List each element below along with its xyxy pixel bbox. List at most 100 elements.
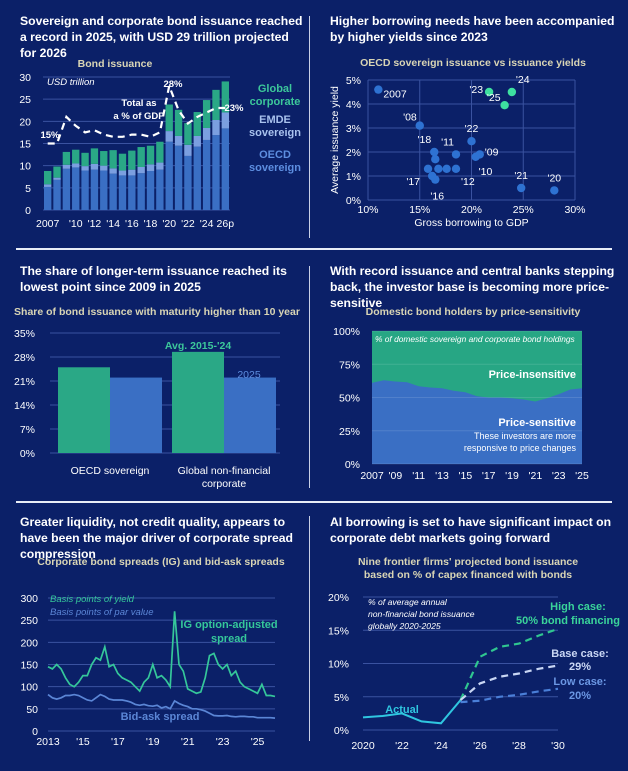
bar-global-corporate — [193, 112, 201, 136]
bar-oecd-sovereign — [72, 167, 80, 210]
point-label: '18 — [418, 134, 432, 146]
y-tick-label: 150 — [20, 660, 38, 672]
ai-borrowing-line-chart: 0% 5% 10% 15% 20% 2020 '22 '24 '26 '28 '30 % of ave… — [328, 592, 620, 752]
panel-issuance-yields: Higher borrowing needs have been accompa… — [318, 0, 628, 245]
y-tick-label: 0% — [334, 725, 349, 737]
line-bid-ask-spread — [47, 693, 276, 719]
line-base-case — [459, 664, 559, 701]
legend-label: OECD — [259, 149, 291, 161]
series-label: Base case: — [551, 648, 609, 660]
bar-oecd-sovereign — [128, 175, 136, 210]
x-tick-label: 2007 — [360, 470, 384, 482]
bar-oecd-sovereign — [221, 128, 229, 210]
scatter-point — [507, 87, 517, 97]
divider-col-3 — [309, 516, 310, 741]
x-tick-label: 15% — [409, 204, 430, 216]
x-tick-label: 2013 — [36, 736, 60, 748]
bar-oecd-sovereign — [109, 173, 117, 210]
bar-oecd-sovereign — [202, 139, 211, 210]
chart-subtitle: Domestic bond holders by price-sensitivi… — [365, 306, 581, 318]
y-tick-label: 28% — [14, 352, 35, 364]
bar-oecd-sovereign — [90, 169, 99, 210]
x-tick-label: 2007 — [36, 218, 60, 230]
y-axis-label: Average issuance yield — [329, 86, 341, 194]
bar-global-corporate — [81, 152, 89, 167]
scatter-point — [442, 164, 451, 173]
x-tick-label: '25 — [251, 736, 265, 748]
x-tick-label: 25% — [513, 204, 534, 216]
bar-oecd-sovereign — [81, 170, 89, 210]
bar-emde-sovereign — [156, 162, 164, 170]
bar-oecd-sovereign — [146, 170, 155, 210]
bar-global-corporate — [137, 147, 145, 167]
x-tick-label: '21 — [528, 470, 542, 482]
chart-subtitle: OECD sovereign issuance vs issuance yiel… — [360, 57, 586, 69]
bar-global-corporate — [72, 149, 80, 164]
legend-label: EMDE — [259, 114, 291, 126]
series-label: Actual — [385, 704, 419, 716]
point-label: '20 — [547, 172, 561, 184]
legend-label: corporate — [250, 96, 301, 108]
point-label: '09 — [485, 146, 499, 158]
series-label: 50% bond financing — [516, 615, 620, 627]
spreads-line-chart: 0 50 100 150 200 250 300 2013 '15 '17 '19 '21 '23 '25… — [20, 593, 277, 748]
y-tick-label: 100 — [20, 682, 38, 694]
legend-label: Basis points of par value — [50, 607, 154, 618]
x-tick-label: '23 — [552, 470, 566, 482]
bar-emde-sovereign — [44, 184, 52, 187]
y-tick-label: 25% — [339, 426, 360, 438]
bar-global-corporate — [212, 89, 220, 121]
gdp-annotation: 28% — [163, 79, 183, 90]
bar-oecd-sovereign — [193, 146, 201, 210]
point-label: '24 — [516, 74, 530, 86]
series-note: responsive to price changes — [464, 443, 577, 453]
bar-oecd-sovereign — [118, 175, 127, 210]
series-label: Low case: — [553, 676, 606, 688]
panel-ai-borrowing: AI borrowing is set to have significant … — [318, 505, 628, 771]
x-tick-label: '12 — [88, 218, 102, 230]
x-tick-label: '17 — [111, 736, 125, 748]
y-tick-label: 4% — [346, 99, 361, 111]
panel-price-sensitivity: With record issuance and central banks s… — [318, 252, 628, 500]
point-label: '23 — [469, 84, 483, 96]
legend-label: sovereign — [249, 127, 301, 139]
bar-emde-sovereign — [212, 120, 220, 136]
series-label: spread — [211, 633, 247, 645]
y-tick-label: 30 — [19, 72, 31, 84]
series-label: Bid-ask spread — [121, 711, 200, 723]
x-tick-label: '15 — [76, 736, 90, 748]
x-tick-label: '19 — [146, 736, 160, 748]
bar-emde-sovereign — [118, 170, 127, 176]
series-label: Price-sensitive — [498, 417, 576, 429]
scatter-point — [415, 121, 424, 130]
x-tick-label: 2020 — [351, 740, 375, 752]
bond-issuance-chart: 0 5 10 15 20 25 30 USD trillion 2007 '10 '12 '14 '16… — [19, 72, 301, 230]
panel-spreads: Greater liquidity, not credit quality, a… — [0, 505, 310, 771]
bar-global-corporate — [156, 141, 164, 163]
bar-global-corporate — [53, 166, 61, 178]
gdp-share-line — [47, 81, 226, 145]
bar-oecd-sovereign — [62, 168, 71, 210]
y-tick-label: 5 — [25, 183, 31, 195]
chart-subtitle: Share of bond issuance with maturity hig… — [14, 306, 300, 318]
bar-emde-sovereign — [128, 169, 136, 176]
bar-emde-sovereign — [53, 177, 61, 180]
y-tick-label: 50% — [339, 393, 360, 405]
bar-emde-sovereign — [146, 164, 155, 171]
y-tick-label: 15% — [328, 625, 349, 637]
bar-oecd-sovereign — [212, 135, 220, 210]
y-tick-label: 35% — [14, 328, 35, 340]
y-tick-label: 1% — [346, 171, 361, 183]
x-category-label: corporate — [202, 478, 247, 490]
point-label: '16 — [430, 191, 444, 203]
scatter-point — [550, 186, 559, 195]
panel-title: With record issuance and central banks s… — [330, 264, 615, 310]
panel-long-term-share: The share of longer-term issuance reache… — [0, 252, 310, 500]
bar-emde-sovereign — [193, 135, 201, 147]
panel-title: Higher borrowing needs have been accompa… — [330, 14, 615, 44]
bar-oecd-sovereign — [44, 186, 52, 210]
scatter-point — [500, 101, 509, 110]
y-tick-label: 3% — [346, 123, 361, 135]
panel-title: AI borrowing is set to have significant … — [330, 515, 612, 545]
x-tick-label: '24 — [200, 218, 214, 230]
